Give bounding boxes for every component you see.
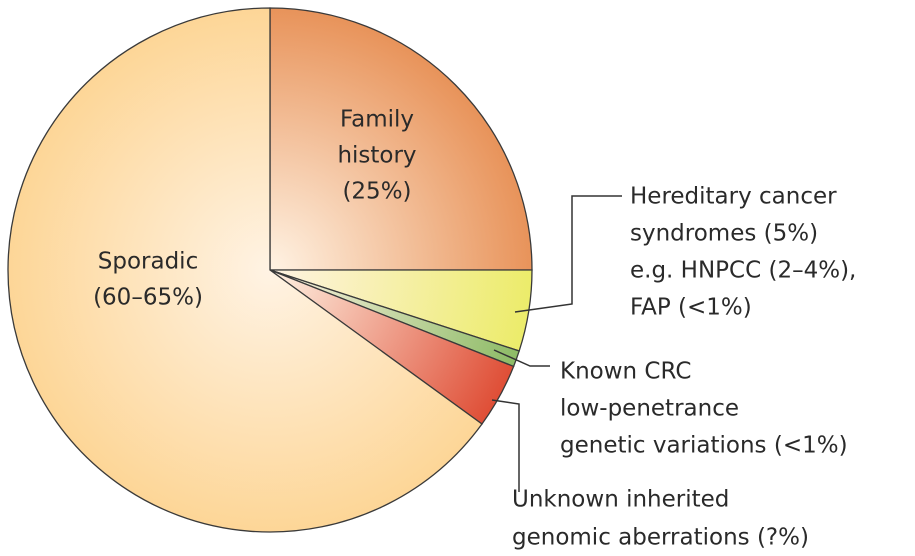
- leader-line: [514, 195, 622, 313]
- slice-label: Sporadic: [98, 249, 198, 275]
- slice-label: Unknown inherited: [512, 487, 729, 513]
- slice-label: genomic aberrations (?%): [512, 525, 809, 551]
- slice-label: FAP (<1%): [630, 295, 752, 321]
- pie-slice: [269, 7, 533, 271]
- slice-label: history: [337, 143, 416, 169]
- slice-label: syndromes (5%): [630, 221, 818, 247]
- labels: Family history (25%) Hereditary cancer syndr…: [93, 107, 856, 551]
- pie-slice: [7, 7, 483, 533]
- slice-label: Known CRC: [560, 359, 691, 385]
- slice-label: (25%): [342, 179, 411, 205]
- slice-label: (60–65%): [93, 285, 203, 311]
- slice-label: Hereditary cancer: [630, 184, 837, 210]
- leader-line: [491, 399, 520, 492]
- slice-label: genetic variations (<1%): [560, 433, 848, 459]
- pie: [7, 7, 533, 533]
- slice-label: Family: [340, 107, 414, 133]
- slice-label: e.g. HNPCC (2–4%),: [630, 258, 856, 284]
- leader-line: [493, 349, 550, 367]
- slice-label: low-penetrance: [560, 396, 739, 422]
